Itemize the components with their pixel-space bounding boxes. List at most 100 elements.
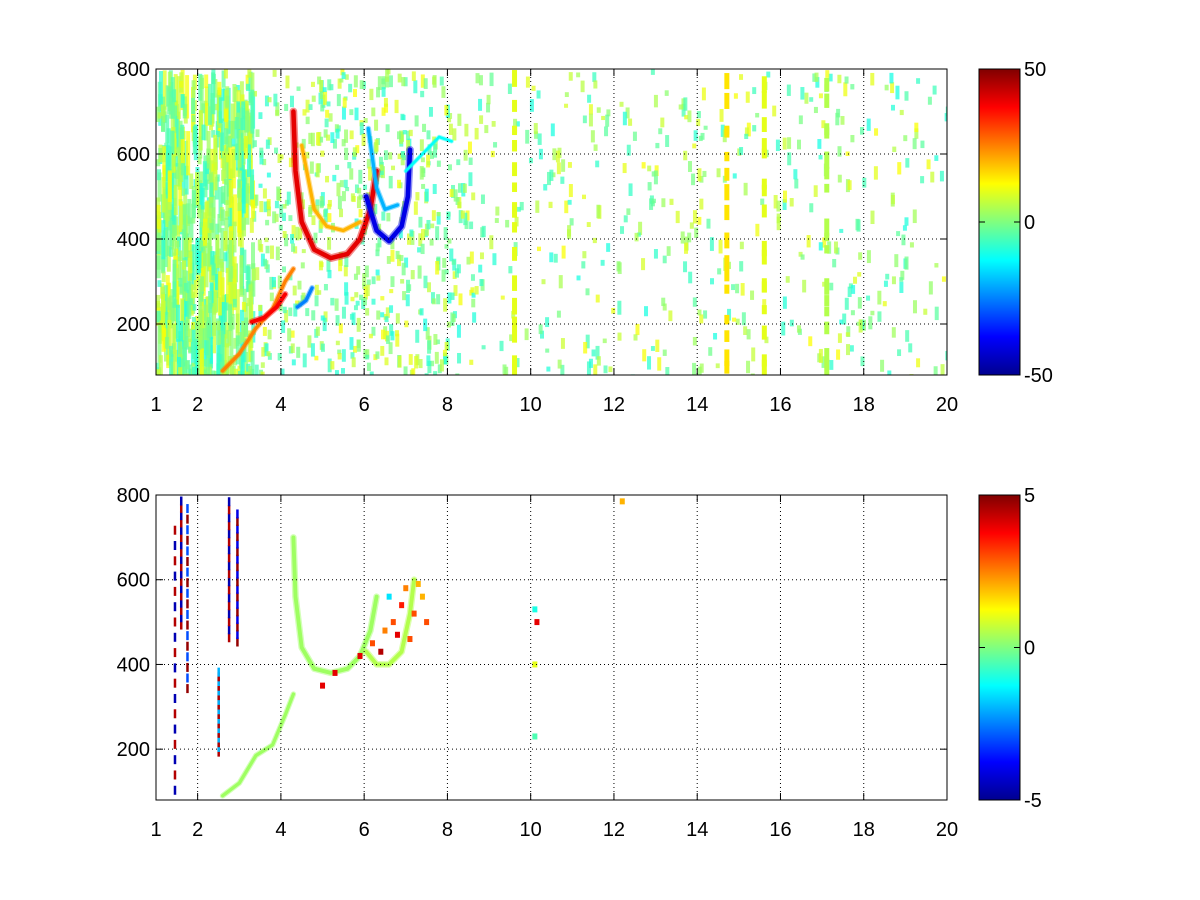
noise-cell [418,216,423,228]
noise-cell [842,313,847,325]
noise-cell [809,97,814,102]
noise-cell [344,129,349,143]
noise-cell [356,266,361,275]
noise-cell [222,294,227,322]
noise-cell [433,371,438,375]
noise-cell [369,88,374,101]
stripe-cell [512,222,518,233]
noise-cell [353,273,358,280]
noise-cell [180,126,185,164]
noise-cell [202,218,207,246]
noise-cell [379,164,384,171]
noise-cell [593,80,598,89]
stripe-cell [724,184,730,201]
noise-cell [201,124,206,141]
noise-cell [254,194,259,206]
noise-cell [179,201,184,233]
trace-cell [227,601,231,611]
noise-cell [184,360,189,370]
noise-cell [450,292,455,300]
noise-cell [899,109,904,116]
noise-cell [837,74,842,84]
noise-cell [381,107,386,116]
noise-cell [665,367,670,375]
noise-cell [233,337,238,349]
noise-cell [390,331,395,341]
noise-cell [162,146,167,175]
noise-cell [317,290,322,295]
noise-cell [561,159,566,172]
noise-cell [358,208,363,218]
data-point [407,636,413,643]
x-tick-label: 20 [936,819,958,841]
noise-cell [195,238,200,265]
noise-cell [404,320,409,328]
noise-cell [436,212,441,225]
noise-cell [390,236,395,250]
noise-cell [235,335,240,365]
noise-cell [668,310,673,322]
noise-cell [356,317,361,332]
noise-cell [466,256,471,265]
noise-cell [912,300,917,314]
x-tick-label: 1 [150,819,161,841]
noise-cell [665,135,670,147]
noise-cell [447,238,452,244]
noise-cell [493,142,498,148]
noise-cell [218,186,223,219]
noise-cell [849,345,854,352]
noise-cell [170,302,175,322]
stripe-cell [761,117,767,132]
noise-cell [167,71,172,92]
noise-cell [798,251,803,257]
colorbar: -50 0 50 [978,59,1053,387]
noise-cell [245,74,250,90]
noise-cell [692,362,697,375]
stripe-cell [824,151,830,169]
noise-cell [176,225,181,248]
noise-cell [221,169,226,181]
noise-cell [251,311,256,343]
trace-cell [173,632,177,642]
noise-cell [341,306,346,319]
noise-cell [692,336,697,346]
noise-cell [702,170,707,178]
noise-cell [644,306,649,317]
noise-cell [591,349,596,357]
trace-cell [186,631,189,641]
noise-cell [410,230,415,245]
noise-cell [420,243,425,255]
noise-cell [887,370,892,375]
noise-cell [866,118,871,131]
noise-cell [339,180,344,188]
noise-cell [489,72,494,87]
noise-cell [156,204,161,229]
noise-cell [157,324,162,363]
trace-cell [186,652,189,662]
noise-cell [471,192,476,201]
noise-cell [353,305,358,311]
noise-cell [408,354,413,365]
noise-cell [837,146,842,157]
noise-cell [421,183,426,189]
noise-cell [427,360,432,374]
noise-cell [715,363,720,369]
data-point [534,619,540,626]
noise-cell [596,107,601,113]
noise-cell [249,217,254,233]
noise-cell [455,373,460,375]
noise-cell [205,103,210,126]
noise-cell [916,78,921,84]
noise-cell [449,189,454,197]
noise-cell [183,340,188,375]
noise-cell [356,196,361,209]
noise-cell [492,253,497,266]
trace-cell [227,593,231,603]
stripe-cell [512,70,518,87]
noise-cell [297,280,302,290]
noise-cell [242,288,247,312]
noise-cell [390,276,395,288]
noise-cell [211,263,216,276]
noise-cell [326,259,331,272]
noise-cell [156,215,161,252]
